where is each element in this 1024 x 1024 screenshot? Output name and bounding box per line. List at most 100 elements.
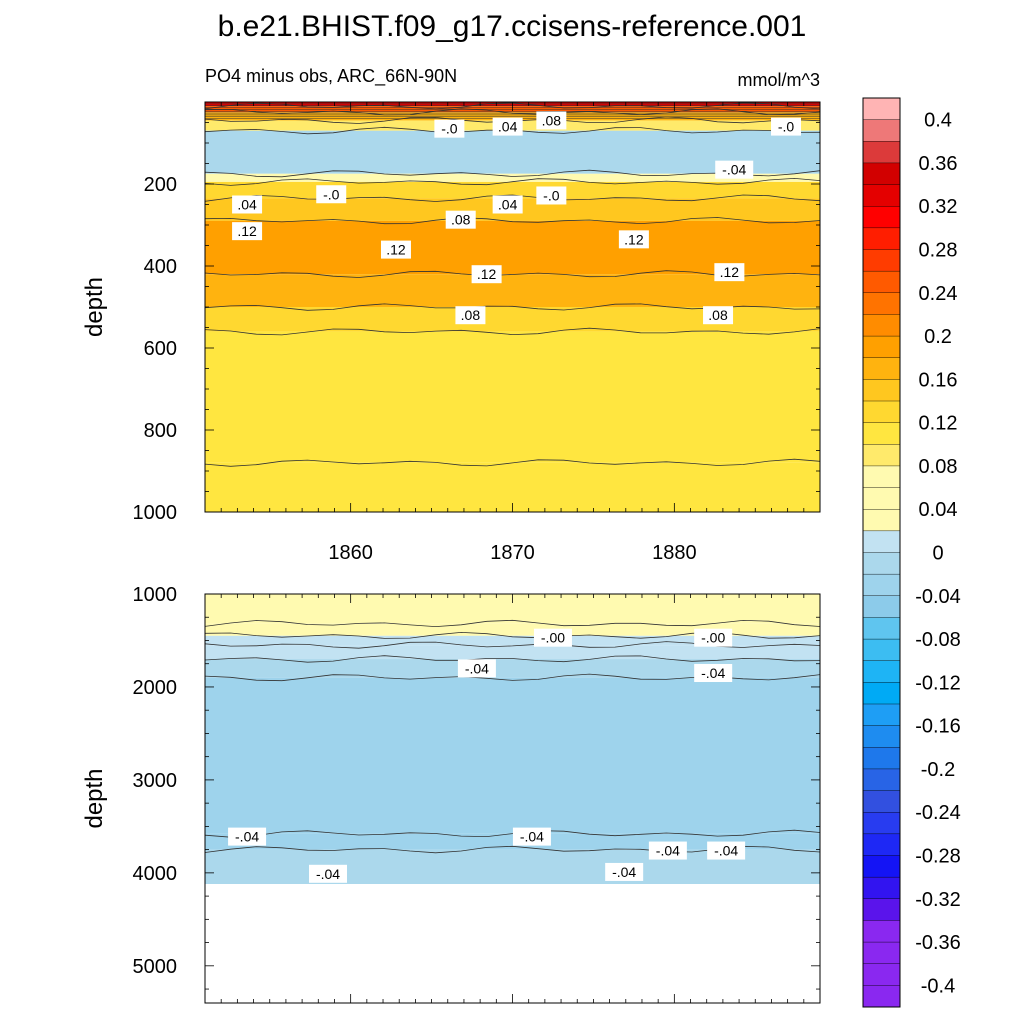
- colorbar-bin: [862, 941, 901, 965]
- y-tick-label: 5000: [133, 956, 178, 978]
- svg-text:-.04: -.04: [612, 864, 636, 880]
- colorbar-tick-label: -0.16: [915, 716, 961, 738]
- colorbar-bin: [862, 184, 901, 207]
- contour-label: .04: [492, 117, 523, 136]
- svg-text:.12: .12: [477, 266, 497, 282]
- colorbar-bin: [862, 444, 901, 467]
- contour-label: -.04: [715, 160, 754, 179]
- colorbar-bin: [862, 227, 901, 251]
- contour-label: -.0: [434, 119, 465, 138]
- svg-text:-.00: -.00: [541, 630, 565, 646]
- contour-line: [204, 327, 821, 336]
- y-tick-label: 2000: [133, 677, 178, 699]
- colorbar-tick-label: 0.36: [919, 153, 958, 175]
- svg-text:-.00: -.00: [701, 630, 725, 646]
- x-tick-label: 1860: [328, 542, 373, 564]
- colorbar-bin: [862, 509, 901, 532]
- colorbar-tick-label: 0.24: [919, 283, 958, 305]
- colorbar-tick-label: 0.32: [919, 196, 958, 218]
- colorbar-bin: [862, 638, 901, 662]
- colorbar-bin: [862, 162, 901, 186]
- svg-text:-.04: -.04: [235, 829, 259, 845]
- colorbar-bin: [862, 876, 901, 900]
- svg-text:.12: .12: [720, 264, 740, 280]
- x-tick-label: 1880: [652, 542, 697, 564]
- contour-line: [204, 458, 821, 467]
- contour-label: .08: [703, 306, 734, 325]
- upper-panel: 1860 1870 1880 200 400 600 800 1000 depth -.0 .04.…: [81, 101, 821, 564]
- svg-text:-.0: -.0: [323, 186, 340, 202]
- colorbar-bin: [862, 920, 901, 943]
- svg-text:.04: .04: [498, 119, 518, 135]
- colorbar-bin: [862, 703, 901, 727]
- colorbar-tick-label: 0.08: [919, 456, 958, 478]
- svg-text:-.0: -.0: [441, 121, 458, 137]
- colorbar-bin: [862, 768, 901, 792]
- contour-band: [205, 635, 820, 646]
- colorbar-tick-label: 0.12: [919, 413, 958, 435]
- contour-band: [205, 181, 820, 199]
- colorbar-tick-label: -0.08: [915, 629, 961, 651]
- contour-band: [205, 659, 820, 678]
- chart-title: b.e21.BHIST.f09_g17.ccisens-reference.00…: [218, 10, 807, 43]
- contour-label: -.00: [694, 628, 733, 647]
- y-axis-label: depth: [81, 768, 108, 828]
- colorbar-tick-label: -0.4: [921, 975, 955, 997]
- colorbar-bin: [862, 660, 901, 683]
- lower-panel: 1000 2000 3000 4000 5000 depth -.00 -.00 -.04 -.0…: [81, 584, 821, 1004]
- colorbar-bin: [862, 141, 901, 164]
- colorbar: 0.4 0.36 0.32 0.28 0.24 0.2 0.16 0.12 0.08 0.04 0 -…: [862, 97, 961, 1008]
- contour-band: [205, 677, 820, 834]
- contour-line: [204, 829, 821, 838]
- svg-text:-.0: -.0: [543, 187, 560, 203]
- contour-line: [204, 619, 821, 628]
- colorbar-bin: [862, 249, 901, 272]
- colorbar-tick-label: -0.04: [915, 586, 961, 608]
- contour-band: [205, 645, 820, 660]
- contour-label: .12: [618, 230, 649, 249]
- contour-label: -.04: [707, 841, 746, 860]
- chart-subtitle: PO4 minus obs, ARC_66N-90N: [205, 66, 457, 87]
- svg-text:-.04: -.04: [465, 660, 489, 676]
- colorbar-bin: [862, 530, 901, 553]
- svg-text:.08: .08: [451, 212, 471, 228]
- contour-band: [205, 112, 820, 121]
- contour-label: .12: [471, 265, 502, 284]
- contour-line: [204, 217, 821, 225]
- colorbar-tick-label: -0.28: [915, 846, 961, 868]
- colorbar-tick-label: -0.24: [915, 802, 961, 824]
- svg-text:-.04: -.04: [714, 843, 738, 859]
- colorbar-bin: [862, 422, 901, 445]
- contour-label: -.04: [605, 862, 644, 881]
- colorbar-bin: [862, 812, 901, 835]
- contour-label: .04: [232, 195, 263, 214]
- colorbar-bin: [862, 833, 901, 856]
- svg-text:-.04: -.04: [656, 843, 680, 859]
- svg-text:-.04: -.04: [722, 162, 746, 178]
- colorbar-tick-label: -0.36: [915, 932, 961, 954]
- svg-text:.12: .12: [624, 231, 644, 247]
- contour-label: -.00: [533, 628, 572, 647]
- colorbar-bin: [862, 855, 901, 878]
- y-tick-label: 800: [144, 420, 177, 442]
- svg-text:.08: .08: [461, 307, 481, 323]
- contour-line: [204, 177, 821, 186]
- contour-label: .08: [536, 111, 567, 130]
- colorbar-tick-label: 0.2: [924, 326, 952, 348]
- contour-line: [204, 194, 821, 202]
- svg-text:-.04: -.04: [520, 829, 544, 845]
- colorbar-bin: [862, 617, 901, 640]
- colorbar-bin: [862, 487, 901, 510]
- x-tick-label: 1870: [490, 542, 535, 564]
- svg-text:.12: .12: [237, 223, 257, 239]
- svg-text:-.04: -.04: [701, 665, 725, 681]
- colorbar-bin: [862, 985, 901, 1008]
- colorbar-bin: [862, 898, 901, 921]
- colorbar-tick-label: 0.28: [919, 240, 958, 262]
- colorbar-bin: [862, 270, 901, 294]
- y-tick-label: 3000: [133, 770, 178, 792]
- y-tick-label: 400: [144, 256, 177, 278]
- contour-label: -.0: [316, 185, 347, 204]
- y-axis-label: depth: [81, 277, 108, 337]
